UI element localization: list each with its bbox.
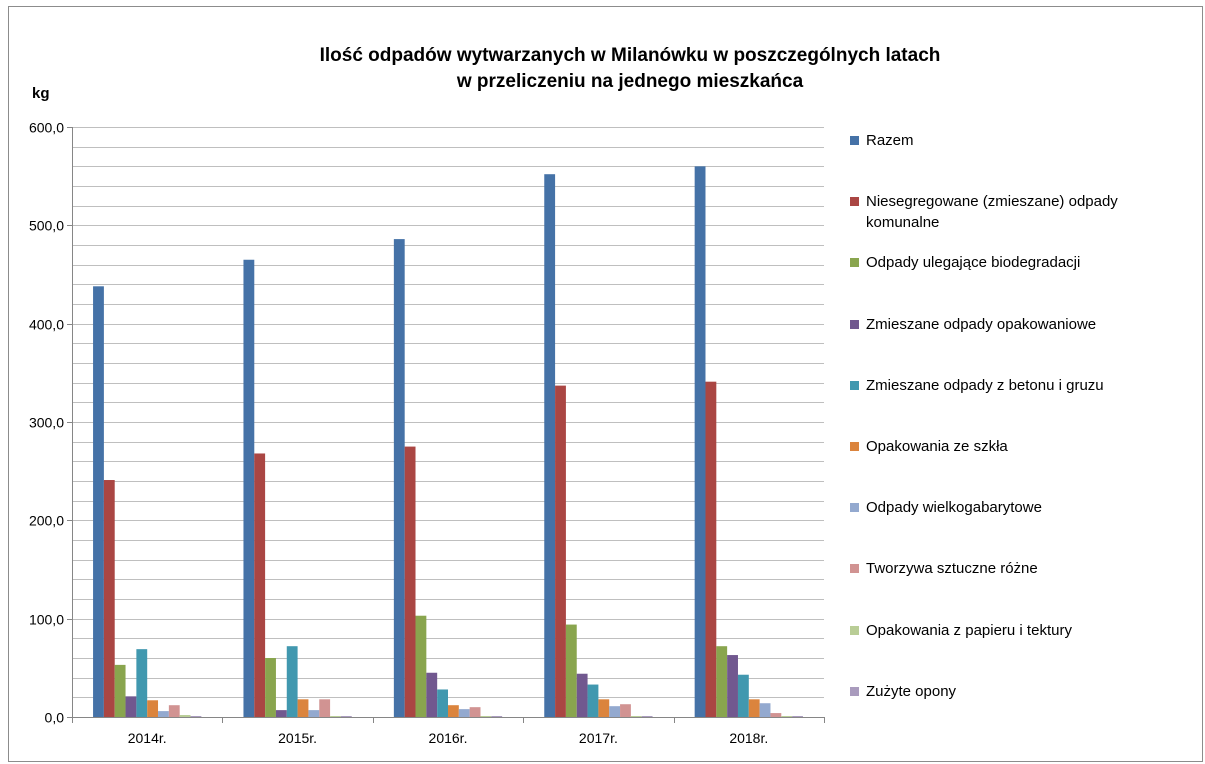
x-tick-label: 2014r. bbox=[128, 730, 167, 746]
x-tick-label: 2015r. bbox=[278, 730, 317, 746]
bar bbox=[179, 715, 191, 717]
bar bbox=[716, 646, 728, 717]
legend-swatch bbox=[850, 319, 859, 329]
legend-label: Razem bbox=[866, 132, 914, 149]
bar bbox=[404, 446, 416, 717]
legend-item: Odpady wielkogabarytowe bbox=[850, 497, 1190, 518]
x-tick-label: 2016r. bbox=[429, 730, 468, 746]
bar bbox=[576, 673, 588, 717]
bar bbox=[286, 646, 298, 717]
legend-swatch bbox=[850, 136, 859, 145]
bar bbox=[330, 716, 341, 717]
bar bbox=[781, 716, 793, 717]
legend-item: Niesegregowane (zmieszane) odpady komuna… bbox=[850, 191, 1190, 233]
legend-item: Razem bbox=[850, 130, 1190, 151]
chart-title-line-1: Ilość odpadów wytwarzanych w Milanówku w… bbox=[319, 45, 941, 66]
legend-item: Tworzywa sztuczne różne bbox=[850, 558, 1190, 579]
bar bbox=[275, 710, 287, 717]
bar bbox=[598, 699, 610, 717]
bar bbox=[759, 703, 771, 717]
bar bbox=[587, 684, 599, 717]
legend-item: Zmieszane odpady opakowaniowe bbox=[850, 314, 1190, 335]
bar bbox=[254, 453, 266, 717]
legend-label: Zmieszane odpady z betonu i gruzu bbox=[866, 376, 1104, 394]
bar bbox=[168, 705, 180, 717]
bar bbox=[448, 705, 459, 717]
legend-item: Odpady ulegające biodegradacji bbox=[850, 252, 1190, 273]
bar bbox=[103, 480, 115, 717]
y-tick-label: 500,0 bbox=[29, 218, 64, 234]
bar bbox=[694, 166, 706, 717]
legend-swatch bbox=[850, 380, 859, 390]
legend-swatch bbox=[850, 442, 859, 451]
legend-label: Zmieszane odpady opakowaniowe bbox=[866, 315, 1097, 333]
bar bbox=[458, 709, 470, 717]
chart-title-line-2: w przeliczeniu na jednego mieszkańca bbox=[456, 71, 804, 92]
bar bbox=[265, 658, 276, 717]
bar bbox=[93, 286, 104, 717]
legend-item: Opakowania ze szkła bbox=[850, 436, 1190, 457]
bar bbox=[308, 710, 320, 717]
legend-label: Zużyte opony bbox=[866, 682, 957, 700]
legend-label: Odpady wielkogabarytowe bbox=[866, 499, 1042, 517]
x-tick-label: 2017r. bbox=[579, 730, 618, 746]
legend-label: Opakowania z papieru i tektury bbox=[866, 621, 1072, 639]
bar bbox=[555, 385, 566, 717]
bar bbox=[480, 716, 492, 717]
legend-swatch bbox=[850, 503, 859, 513]
legend-label: Opakowania ze szkła bbox=[866, 438, 1008, 455]
bar bbox=[630, 716, 642, 717]
bar bbox=[469, 707, 481, 717]
bar bbox=[340, 716, 352, 717]
bar bbox=[705, 381, 717, 717]
bar bbox=[770, 713, 782, 717]
bar bbox=[125, 696, 137, 717]
bar bbox=[544, 174, 556, 717]
bar bbox=[158, 711, 169, 717]
legend-label: Tworzywa sztuczne różne bbox=[866, 560, 1038, 578]
legend-item: Opakowania z papieru i tektury bbox=[850, 620, 1190, 641]
y-axis-unit-label: kg bbox=[32, 85, 50, 102]
bar bbox=[748, 699, 760, 717]
x-tick-label: 2018r. bbox=[729, 730, 768, 746]
legend-swatch bbox=[850, 625, 859, 635]
legend-label: Niesegregowane (zmieszane) odpady komuna… bbox=[866, 193, 1118, 232]
legend-swatch bbox=[850, 258, 859, 268]
bar bbox=[297, 699, 309, 717]
legend-label: Odpady ulegające biodegradacji bbox=[866, 254, 1081, 272]
bar bbox=[565, 624, 577, 717]
bar bbox=[190, 716, 202, 717]
bar bbox=[727, 655, 738, 717]
bar bbox=[609, 706, 621, 717]
bar bbox=[620, 704, 631, 717]
y-tick-label: 600,0 bbox=[29, 120, 64, 136]
bar bbox=[491, 716, 503, 717]
legend-swatch bbox=[850, 686, 859, 696]
legend-item: Zużyte opony bbox=[850, 681, 1190, 702]
y-tick-label: 300,0 bbox=[29, 415, 64, 431]
y-tick-label: 400,0 bbox=[29, 317, 64, 333]
bar bbox=[437, 689, 448, 717]
y-tick-label: 0,0 bbox=[45, 710, 65, 726]
legend-swatch bbox=[850, 197, 859, 207]
bar bbox=[147, 700, 159, 717]
bar bbox=[393, 239, 405, 717]
bar bbox=[243, 259, 255, 717]
bar bbox=[737, 674, 749, 717]
legend-item: Zmieszane odpady z betonu i gruzu bbox=[850, 375, 1190, 396]
bar bbox=[319, 699, 331, 717]
y-tick-label: 200,0 bbox=[29, 513, 64, 529]
bar bbox=[136, 649, 148, 717]
bar bbox=[114, 664, 126, 717]
y-tick-label: 100,0 bbox=[29, 612, 64, 628]
bar bbox=[426, 672, 438, 717]
legend-swatch bbox=[850, 564, 859, 574]
bar bbox=[792, 716, 803, 717]
bar bbox=[641, 716, 653, 717]
bar bbox=[415, 615, 427, 717]
